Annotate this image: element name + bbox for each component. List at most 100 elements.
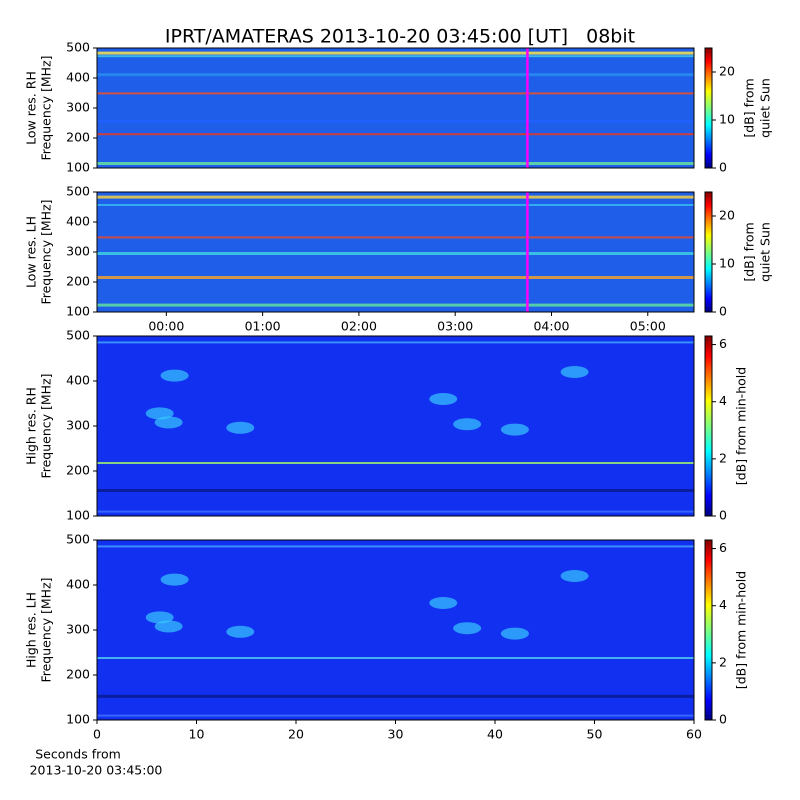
- heatmap-texture: [97, 489, 694, 492]
- y-tick-label: 300: [66, 418, 90, 433]
- x-tick-label: 02:00: [341, 319, 377, 334]
- colorbar: [704, 191, 713, 313]
- heatmap-texture: [97, 236, 694, 239]
- colorbar-tick-label: 6: [719, 540, 727, 555]
- heatmap-texture: [453, 622, 482, 635]
- y-tick-label: 200: [66, 274, 90, 289]
- x-tick-label: 20: [288, 727, 304, 742]
- colorbar-tick-label: 6: [719, 336, 727, 351]
- heatmap-texture: [160, 573, 189, 586]
- x-tick-label: 03:00: [437, 319, 473, 334]
- y-tick-label: 100: [66, 712, 90, 727]
- x-tick-label: 30: [388, 727, 404, 742]
- heatmap-texture: [97, 694, 694, 698]
- y-tick-label: 100: [66, 508, 90, 523]
- heatmap-texture: [145, 611, 174, 624]
- x-tick-label: 00:00: [148, 319, 184, 334]
- y-axis-label: Frequency [MHz]: [39, 199, 54, 304]
- y-axis-label: Frequency [MHz]: [39, 55, 54, 160]
- colorbar-tick-label: 0: [719, 304, 727, 319]
- heatmap-texture: [97, 303, 694, 307]
- y-tick-label: 500: [66, 328, 90, 343]
- x-tick-label: 05:00: [630, 319, 666, 334]
- y-axis-label: Low res. LH: [24, 216, 39, 288]
- heatmap-texture: [97, 195, 694, 199]
- y-tick-label: 300: [66, 244, 90, 259]
- heatmap-image: [97, 48, 694, 168]
- y-tick-label: 100: [66, 160, 90, 175]
- heatmap-texture: [97, 55, 694, 58]
- y-tick-label: 200: [66, 130, 90, 145]
- heatmap-texture: [97, 133, 694, 136]
- y-tick-label: 500: [66, 184, 90, 199]
- y-tick-label: 200: [66, 463, 90, 478]
- heatmap-texture: [97, 73, 694, 77]
- heatmap-texture: [97, 162, 694, 165]
- y-tick-label: 300: [66, 100, 90, 115]
- x-tick-label: 40: [487, 727, 503, 742]
- colorbar-tick-label: 0: [719, 508, 727, 523]
- y-tick-label: 400: [66, 70, 90, 85]
- colorbar-label: quiet Sun: [758, 222, 773, 282]
- heatmap-texture: [226, 625, 255, 638]
- colorbar-label: quiet Sun: [758, 78, 773, 138]
- heatmap-texture: [97, 657, 694, 659]
- heatmap-image: [97, 540, 694, 720]
- x-tick-label: 60: [686, 727, 702, 742]
- colorbar-tick-label: 4: [719, 393, 727, 408]
- heatmap-texture: [500, 627, 529, 640]
- heatmap-texture: [453, 418, 482, 431]
- heatmap-texture: [97, 120, 694, 123]
- heatmap-texture: [154, 620, 183, 633]
- x-axis-label: 2013-10-20 03:45:00: [30, 763, 163, 778]
- heatmap-texture: [97, 204, 694, 206]
- colorbar-tick-label: 10: [719, 256, 735, 271]
- y-tick-label: 500: [66, 40, 90, 55]
- colorbar: [704, 335, 713, 517]
- heatmap-texture: [160, 369, 189, 382]
- y-tick-label: 300: [66, 622, 90, 637]
- heatmap-image: [97, 336, 694, 516]
- heatmap-texture: [560, 366, 589, 378]
- heatmap-texture: [226, 421, 255, 434]
- y-axis-label: High res. LH: [24, 592, 39, 668]
- colorbar-tick-label: 10: [719, 112, 735, 127]
- colorbar-tick-label: 0: [719, 160, 727, 175]
- colorbar-label: [dB] from: [742, 222, 757, 281]
- y-tick-label: 400: [66, 373, 90, 388]
- x-axis-label: Seconds from: [35, 747, 121, 762]
- y-axis-label: High res. RH: [24, 387, 39, 465]
- heatmap-texture: [560, 570, 589, 582]
- colorbar: [704, 47, 713, 169]
- colorbar: [704, 539, 713, 721]
- heatmap-texture: [429, 597, 458, 609]
- figure-title: IPRT/AMATERAS 2013-10-20 03:45:00 [UT] 0…: [165, 26, 635, 48]
- colorbar-tick-label: 20: [719, 64, 735, 79]
- heatmap-texture: [97, 510, 694, 513]
- y-axis-label: Frequency [MHz]: [39, 373, 54, 478]
- heatmap-texture: [97, 92, 694, 95]
- colorbar-label: [dB] from: [742, 78, 757, 137]
- heatmap-texture: [500, 423, 529, 436]
- colorbar-label: [dB] from min-hold: [734, 571, 749, 689]
- heatmap-texture: [145, 407, 174, 420]
- colorbar-label: [dB] from min-hold: [734, 367, 749, 485]
- colorbar-tick-label: 0: [719, 712, 727, 727]
- heatmap-texture: [154, 416, 183, 429]
- heatmap-texture: [429, 393, 458, 405]
- y-axis-label: Low res. RH: [24, 71, 39, 145]
- colorbar-tick-label: 2: [719, 450, 727, 465]
- y-tick-label: 200: [66, 667, 90, 682]
- heatmap-texture: [97, 276, 694, 279]
- x-tick-label: 10: [189, 727, 205, 742]
- x-tick-label: 01:00: [245, 319, 281, 334]
- x-tick-label: 0: [93, 727, 101, 742]
- heatmap-texture: [97, 545, 694, 548]
- x-tick-label: 50: [587, 727, 603, 742]
- heatmap-texture: [97, 51, 694, 55]
- colorbar-tick-label: 20: [719, 208, 735, 223]
- y-tick-label: 400: [66, 214, 90, 229]
- y-tick-label: 100: [66, 304, 90, 319]
- heatmap-texture: [97, 252, 694, 255]
